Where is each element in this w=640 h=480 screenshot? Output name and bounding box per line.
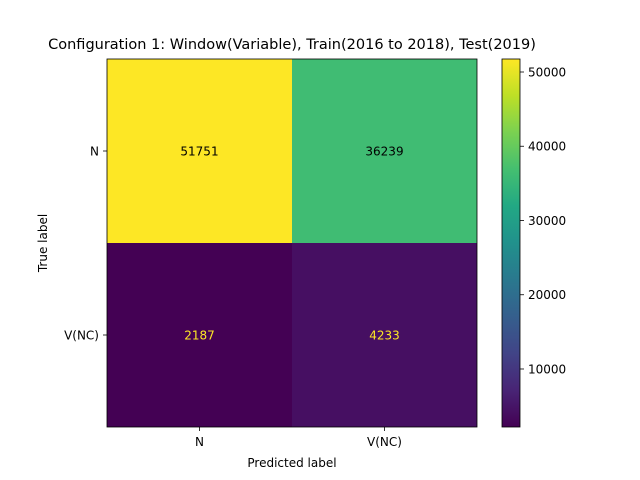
x-axis-label: Predicted label <box>247 456 336 470</box>
cell-value-label: 4233 <box>369 329 400 343</box>
cell-value-label: 36239 <box>365 145 403 159</box>
heatmap-cell-1-1 <box>292 243 477 427</box>
colorbar-tick-label: 40000 <box>528 140 566 154</box>
colorbar-tick-label: 20000 <box>528 288 566 302</box>
heatmap-cell-1-0 <box>107 243 292 427</box>
plot-frame <box>106 58 478 428</box>
heatmap-cells <box>107 59 477 427</box>
x-tick-label: V(NC) <box>367 435 402 449</box>
colorbar-ticks: 10000 20000 30000 40000 50000 <box>520 66 566 376</box>
colorbar <box>501 58 521 428</box>
y-axis-label: True label <box>36 214 50 273</box>
cell-value-label: 2187 <box>184 329 215 343</box>
y-axis-ticks: N V(NC) <box>64 145 107 343</box>
x-tick-label: N <box>195 435 204 449</box>
chart-title: Configuration 1: Window(Variable), Train… <box>48 37 536 53</box>
colorbar-tick-label: 10000 <box>528 362 566 376</box>
colorbar-tick-label: 50000 <box>528 66 566 80</box>
y-tick-label: V(NC) <box>64 329 99 343</box>
y-tick-label: N <box>90 145 99 159</box>
heatmap-cell-labels: 51751 36239 2187 4233 <box>180 145 403 343</box>
cell-value-label: 51751 <box>180 145 218 159</box>
heatmap-cell-0-0 <box>107 59 292 243</box>
colorbar-tick-label: 30000 <box>528 214 566 228</box>
x-axis-ticks: N V(NC) <box>195 427 402 449</box>
heatmap-cell-0-1 <box>292 59 477 243</box>
